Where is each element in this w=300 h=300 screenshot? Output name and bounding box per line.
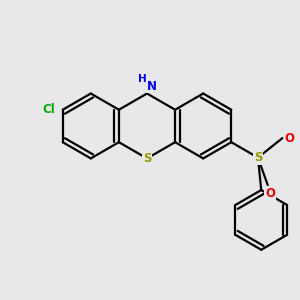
Text: N: N [147,80,157,93]
Text: S: S [254,151,262,164]
Text: O: O [265,187,275,200]
Text: O: O [284,132,295,145]
Text: Cl: Cl [42,103,55,116]
Text: S: S [143,152,151,165]
Text: H: H [138,74,147,84]
